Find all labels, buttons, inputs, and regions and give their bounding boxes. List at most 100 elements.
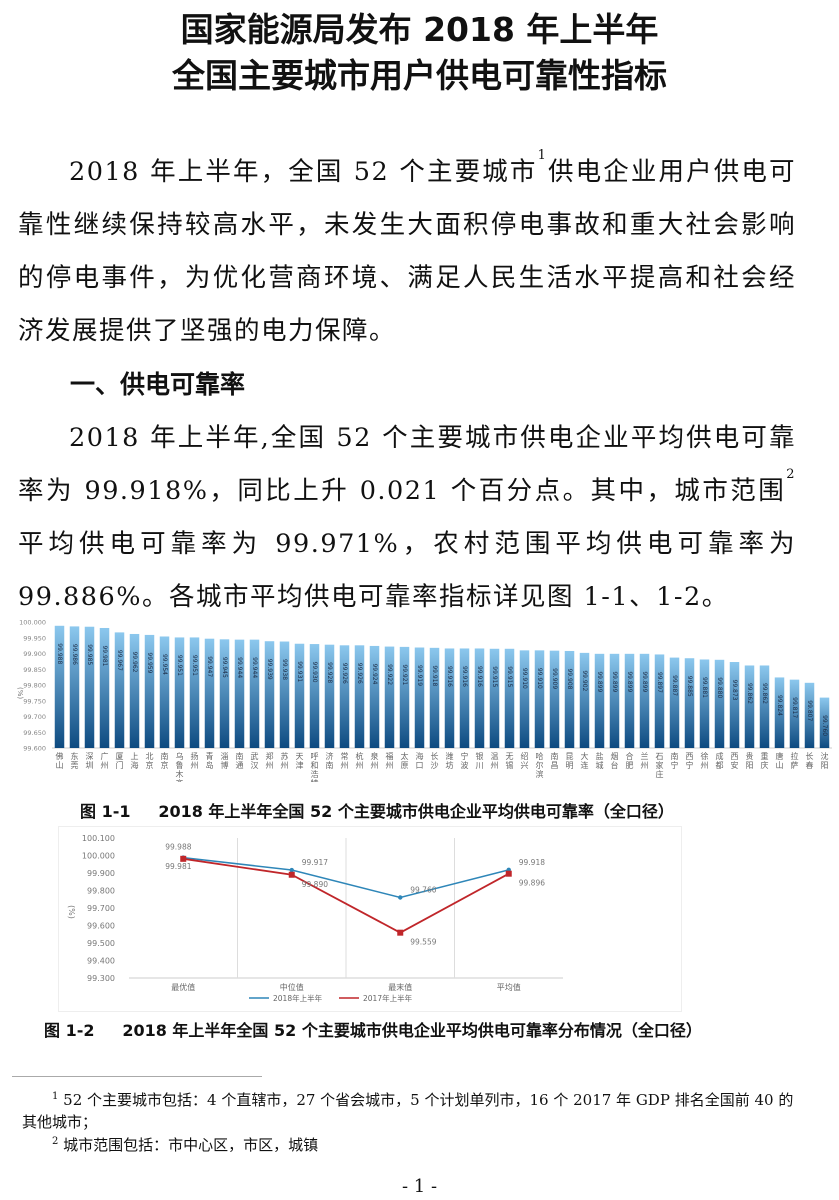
bar [714, 659, 725, 748]
bar-value-label: 99.897 [656, 672, 663, 693]
bar-value-label: 99.899 [641, 671, 648, 692]
x-tick-label-char: 常 [341, 752, 349, 761]
reliability-text: 2018 年上半年,全国 52 个主要城市供电企业平均供电可靠率为 99.918… [18, 423, 796, 506]
x-tick-label-char: 城 [596, 761, 604, 770]
bar [414, 647, 425, 748]
x-tick-label-char: 青 [206, 751, 214, 761]
bar-value-label: 99.916 [446, 666, 453, 687]
x-tick-label-char: 连 [581, 760, 589, 770]
data-point [180, 855, 187, 862]
x-tick-label-char: 鲁 [176, 760, 184, 770]
bar-value-label: 99.939 [266, 659, 273, 680]
bar [99, 627, 110, 748]
y-tick-label: 99.400 [87, 957, 115, 966]
bar-value-label: 99.959 [146, 652, 153, 673]
x-tick-label-char: 广 [101, 751, 109, 761]
bar-value-label: 99.926 [341, 663, 348, 684]
y-axis-label: (%) [16, 687, 24, 699]
bar-value-label: 99.938 [281, 659, 288, 680]
x-tick-label-char: 圳 [86, 760, 94, 770]
bar-value-label: 99.931 [296, 661, 303, 682]
x-tick-label-char: 扬 [191, 751, 199, 761]
intro-text: 2018 年上半年，全国 52 个主要城市 [69, 157, 538, 187]
x-tick-label-char: 萨 [791, 760, 799, 770]
bar-value-label: 99.967 [116, 650, 123, 671]
bar-value-label: 99.915 [491, 666, 498, 687]
bar-value-label: 99.986 [71, 644, 78, 665]
bar-value-label: 99.954 [161, 654, 168, 675]
bar [204, 638, 215, 748]
x-tick-label: 最末值 [388, 982, 412, 992]
bar [594, 653, 605, 748]
bar-value-label: 99.921 [401, 664, 408, 685]
bar-value-label: 99.919 [416, 665, 423, 686]
x-tick-label-char: 台 [611, 760, 619, 770]
x-tick-label-char: 南 [326, 760, 334, 770]
bar-value-label: 99.945 [221, 657, 228, 678]
x-tick-label-char: 州 [341, 761, 349, 770]
bar-value-label: 99.899 [626, 671, 633, 692]
x-tick-label-char: 州 [101, 761, 109, 770]
bar [459, 648, 470, 748]
data-point [505, 870, 512, 877]
data-label: 99.559 [410, 938, 436, 947]
x-tick-label-char: 特 [311, 778, 319, 782]
bar [54, 625, 65, 748]
bar-value-label: 99.915 [506, 666, 513, 687]
footnote-2: 2 城市范围包括：市中心区，市区，城镇 [22, 1131, 802, 1156]
bar-value-label: 99.924 [371, 663, 378, 684]
x-tick-label-char: 南 [236, 751, 244, 761]
x-tick-label-char: 泉 [371, 751, 379, 761]
data-label: 99.896 [519, 879, 545, 888]
x-tick-label-char: 西 [731, 752, 739, 761]
x-tick-label-char: 淄 [221, 751, 229, 761]
bar-value-label: 99.944 [251, 657, 258, 678]
x-tick-label-char: 宁 [686, 760, 694, 770]
figure-1-2-caption: 图 1-2 2018 年上半年全国 52 个主要城市供电企业平均供电可靠率分布情… [44, 1021, 702, 1040]
bar [534, 650, 545, 748]
bar [549, 650, 560, 748]
x-tick-label-char: 波 [461, 760, 469, 770]
footnote-2-text: 城市范围包括：市中心区，市区，城镇 [63, 1136, 319, 1154]
bar [489, 648, 500, 748]
x-tick-label-char: 唐 [776, 751, 784, 761]
x-tick-label-char: 盐 [596, 751, 604, 761]
x-tick-label-char: 春 [806, 760, 814, 770]
x-tick-label-char: 博 [221, 760, 229, 770]
x-tick-label-char: 浩 [311, 769, 319, 779]
x-tick-label-char: 庆 [761, 760, 769, 770]
bar-value-label: 99.916 [461, 666, 468, 687]
y-tick-label: 100.100 [82, 834, 115, 843]
x-tick-label-char: 北 [146, 752, 154, 761]
bar-value-label: 99.962 [131, 651, 138, 672]
bar-value-label: 99.862 [746, 683, 753, 704]
x-tick-label-char: 兴 [521, 761, 529, 770]
bar-value-label: 99.885 [686, 676, 693, 697]
x-tick-label-char: 山 [776, 760, 784, 770]
data-label: 99.760 [410, 886, 436, 895]
x-tick-label-char: 锡 [506, 761, 514, 770]
x-tick-label-char: 门 [116, 760, 124, 770]
x-tick-label-char: 海 [416, 751, 424, 761]
data-label: 99.917 [302, 858, 328, 867]
footnote-ref-1: 1 [537, 148, 548, 163]
x-tick-label-char: 川 [476, 761, 484, 770]
bar [369, 645, 380, 748]
y-tick-label: 99.800 [23, 682, 46, 690]
intro-paragraph: 2018 年上半年，全国 52 个主要城市1供电企业用户供电可靠性继续保持较高水… [18, 146, 796, 358]
x-tick-label-char: 庄 [656, 769, 664, 779]
data-point [397, 929, 404, 936]
bar [609, 653, 620, 748]
footnote-1-text: 52 个主要城市包括：4 个直辖市，27 个省会城市，5 个计划单列市，16 个… [22, 1091, 794, 1131]
bar-value-label: 99.807 [806, 700, 813, 721]
bar [819, 697, 830, 748]
y-tick-label: 100.000 [19, 619, 46, 627]
x-tick-label-char: 汉 [251, 761, 259, 770]
legend-label: 2017年上半年 [363, 993, 413, 1003]
bar-value-label: 99.922 [386, 664, 393, 685]
y-tick-label: 99.300 [87, 974, 115, 983]
bar [504, 648, 515, 748]
bar [429, 647, 440, 748]
bar [84, 626, 95, 748]
bar [339, 645, 350, 748]
